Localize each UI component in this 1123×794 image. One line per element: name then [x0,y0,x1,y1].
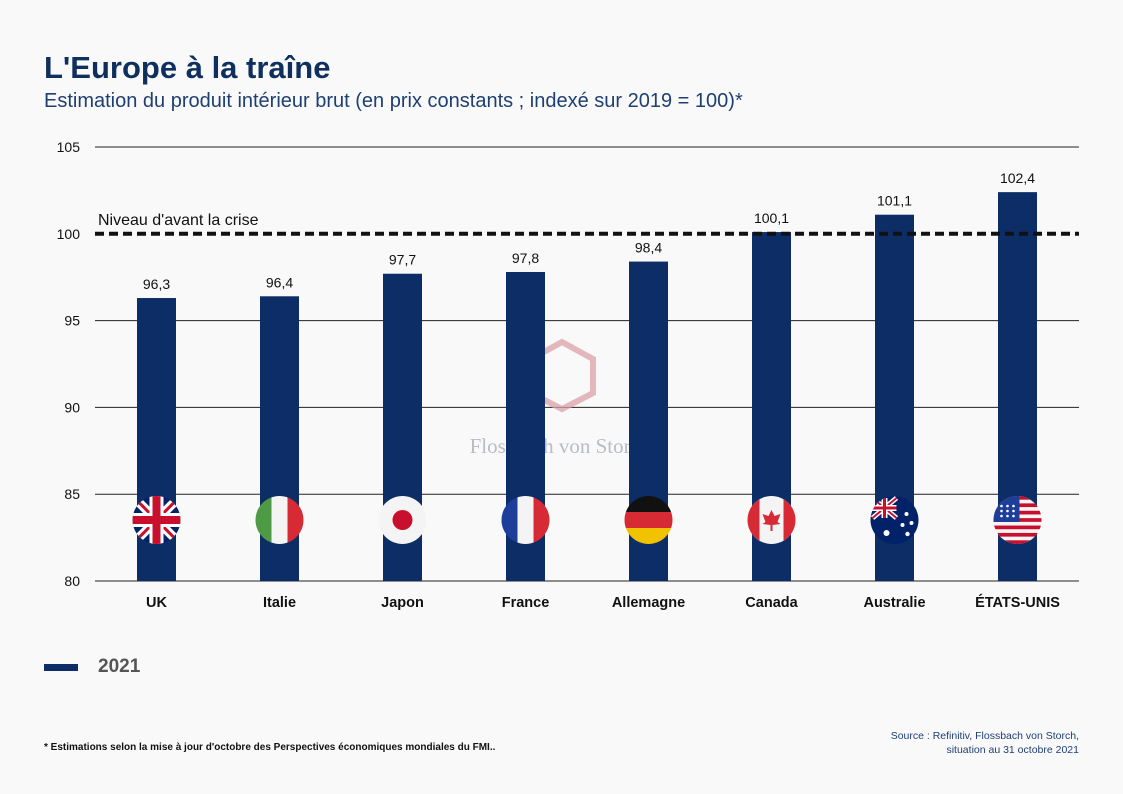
y-tick-label: 85 [64,486,80,502]
watermark: Flossbach von Storch [470,338,651,458]
source-note: Source : Refinitiv, Flossbach von Storch… [891,729,1079,757]
italy-flag-icon [255,496,304,544]
source-line-2: situation au 31 octobre 2021 [946,744,1079,756]
legend: 2021 [44,656,140,678]
y-tick-label: 80 [64,573,80,589]
x-tick-label: UK [146,595,167,611]
x-tick-label: France [502,595,550,611]
japan-flag-icon [378,496,427,544]
france-flag-icon [501,496,550,544]
watermark-text: Flossbach von Storch [470,434,651,458]
data-label: 102,4 [1000,170,1035,186]
legend-label: 2021 [98,656,141,677]
x-tick-label: Canada [745,595,798,611]
data-label: 97,7 [389,252,416,268]
x-tick-label: Italie [263,595,296,611]
x-tick-label: ÉTATS-UNIS [975,594,1060,611]
germany-flag-icon [624,496,673,544]
data-label: 100,1 [754,210,789,226]
data-label: 101,1 [877,193,912,209]
usa-flag-icon [993,496,1042,544]
reference-line-label: Niveau d'avant la crise [98,212,259,229]
canada-flag-icon [747,496,796,544]
chart-subtitle: Estimation du produit intérieur brut (en… [44,90,743,112]
y-tick-label: 105 [57,139,81,155]
chart-title: L'Europe à la traîne [44,50,331,85]
x-tick-label: Australie [863,595,925,611]
x-tick-label: Japon [381,595,424,611]
legend-swatch [44,663,78,671]
data-label: 96,4 [266,274,293,290]
y-tick-label: 95 [64,313,80,329]
data-label: 97,8 [512,250,539,266]
data-label: 98,4 [635,240,662,256]
y-tick-label: 90 [64,399,80,415]
source-line-1: Source : Refinitiv, Flossbach von Storch… [890,730,1079,742]
uk-flag-icon [132,496,181,544]
x-tick-label: Allemagne [612,595,685,611]
y-tick-label: 100 [57,226,81,242]
footnote: * Estimations selon la mise à jour d'oct… [44,742,496,753]
data-label: 96,3 [143,276,170,292]
australia-flag-icon [870,496,919,544]
